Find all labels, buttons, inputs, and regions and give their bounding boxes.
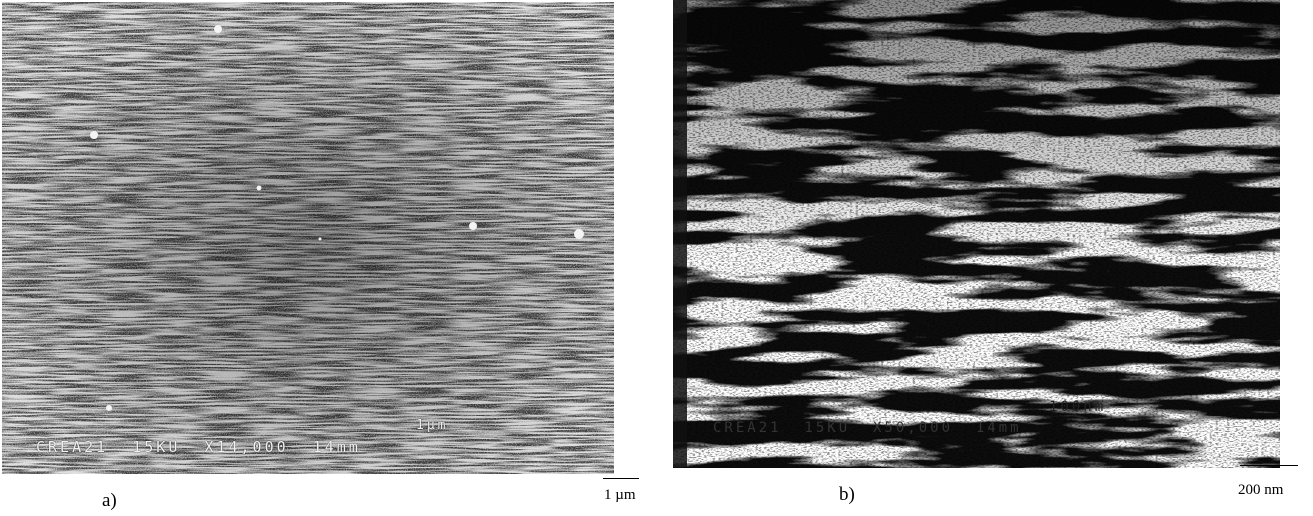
micrograph-b-imprint-info: CREA21 15KU X50,000 14mm xyxy=(713,420,1022,436)
micrograph-b-image xyxy=(673,0,1280,468)
scale-label-b: 200 nm xyxy=(1238,482,1284,498)
panel-label-b: b) xyxy=(839,484,855,505)
micrograph-a: 1µm CREA21 15KU X14,000 14mm xyxy=(2,2,614,474)
micrograph-a-imprint-scale: 1µm xyxy=(416,418,449,433)
scale-label-a: 1 µm xyxy=(604,487,636,503)
micrograph-b-imprint-scale: 100nm xyxy=(1049,399,1107,415)
panel-label-a: a) xyxy=(102,490,117,511)
micrograph-b: 100nm CREA21 15KU X50,000 14mm xyxy=(673,0,1280,468)
micrograph-a-imprint-info: CREA21 15KU X14,000 14mm xyxy=(36,438,361,456)
scale-bar-b xyxy=(1240,465,1298,466)
micrograph-a-image xyxy=(2,2,614,474)
scale-bar-a xyxy=(603,478,639,479)
